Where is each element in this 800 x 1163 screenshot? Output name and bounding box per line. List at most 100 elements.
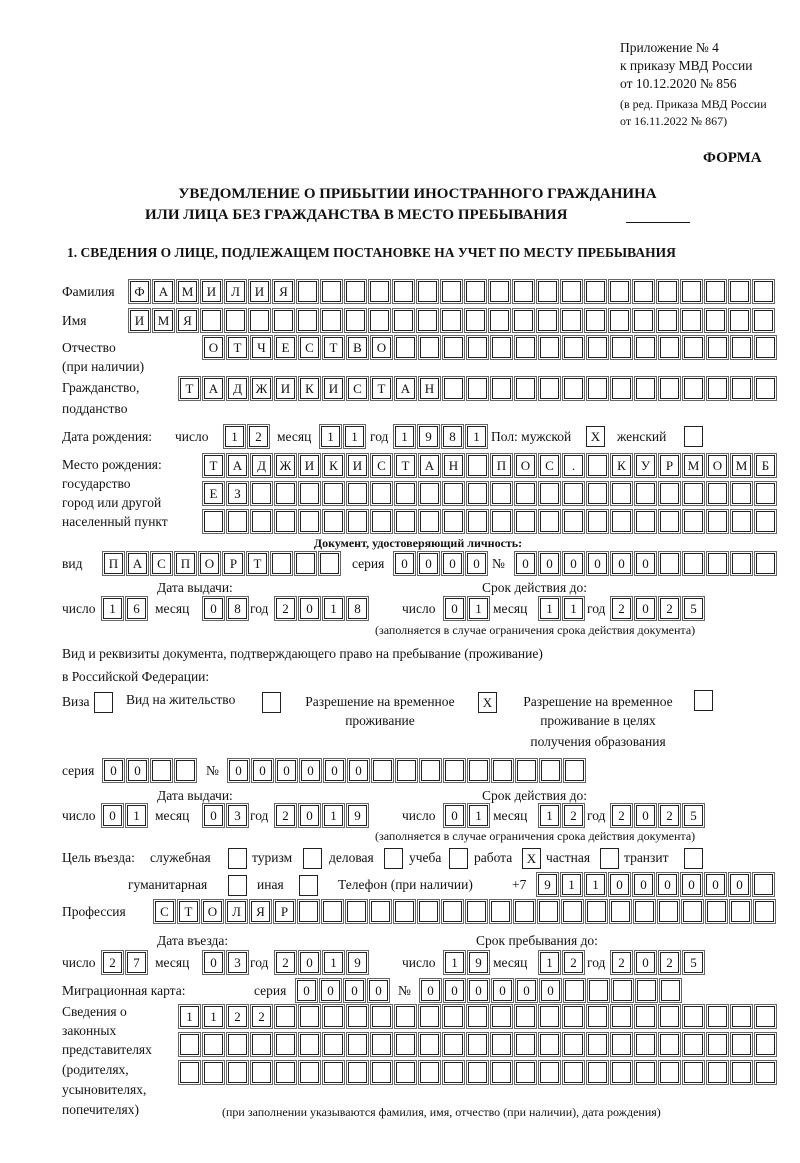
char-cell[interactable] [466,453,489,478]
char-cell[interactable]: 1 [562,596,585,621]
char-cell[interactable] [490,481,513,506]
char-cell[interactable] [562,376,585,401]
char-cell[interactable] [346,509,369,534]
char-cell[interactable]: 2 [226,1004,249,1029]
char-cell[interactable] [466,1060,489,1085]
char-cell[interactable]: 1 [467,803,490,828]
char-cell[interactable] [393,899,416,924]
char-cell[interactable] [320,279,343,304]
char-cell[interactable]: И [128,308,151,333]
char-cell[interactable] [298,1060,321,1085]
char-cell[interactable] [226,1060,249,1085]
char-cell[interactable] [392,308,415,333]
char-cell[interactable] [416,308,439,333]
char-cell[interactable] [586,1004,609,1029]
char-cell[interactable]: 0 [634,551,657,576]
char-cell[interactable]: 0 [538,551,561,576]
char-cell[interactable] [514,481,537,506]
char-cell[interactable] [490,1060,513,1085]
char-cell[interactable] [682,376,705,401]
char-cell[interactable] [514,1004,537,1029]
char-cell[interactable] [586,481,609,506]
char-cell[interactable] [150,758,173,783]
char-cell[interactable] [320,308,343,333]
char-cell[interactable] [274,481,297,506]
char-cell[interactable] [226,1032,249,1057]
char-cell[interactable]: Б [754,453,777,478]
char-cell[interactable]: 2 [250,1004,273,1029]
char-cell[interactable] [682,1004,705,1029]
char-cell[interactable] [634,335,657,360]
char-cell[interactable]: 2 [247,424,270,449]
char-cell[interactable] [608,279,631,304]
char-cell[interactable]: 0 [515,978,538,1003]
char-cell[interactable] [298,509,321,534]
char-cell[interactable] [754,551,777,576]
char-cell[interactable] [491,758,514,783]
char-cell[interactable] [464,308,487,333]
char-cell[interactable]: 0 [634,803,657,828]
char-cell[interactable]: В [346,335,369,360]
char-cell[interactable]: И [298,453,321,478]
char-cell[interactable] [490,1032,513,1057]
char-cell[interactable] [634,509,657,534]
char-cell[interactable]: И [346,453,369,478]
char-cell[interactable]: Р [273,899,296,924]
char-cell[interactable] [608,308,631,333]
char-cell[interactable] [754,1004,777,1029]
char-cell[interactable]: 0 [586,551,609,576]
char-cell[interactable]: . [562,453,585,478]
char-cell[interactable]: А [202,376,225,401]
char-cell[interactable] [296,279,319,304]
char-cell[interactable] [418,1004,441,1029]
char-cell[interactable] [560,308,583,333]
char-cell[interactable]: Д [250,453,273,478]
char-cell[interactable] [706,481,729,506]
char-cell[interactable]: 1 [538,950,561,975]
char-cell[interactable]: 0 [634,596,657,621]
char-cell[interactable] [512,308,535,333]
char-cell[interactable] [224,308,247,333]
char-cell[interactable]: М [682,453,705,478]
char-cell[interactable]: А [394,376,417,401]
char-cell[interactable]: 2 [658,950,681,975]
char-cell[interactable] [270,551,293,576]
char-cell[interactable] [730,1032,753,1057]
char-cell[interactable]: Т [177,899,200,924]
char-cell[interactable]: 0 [202,950,225,975]
char-cell[interactable] [250,1060,273,1085]
char-cell[interactable]: З [226,481,249,506]
char-cell[interactable] [634,481,657,506]
char-cell[interactable] [394,1060,417,1085]
char-cell[interactable] [562,1032,585,1057]
char-cell[interactable]: Л [224,279,247,304]
char-cell[interactable] [658,1060,681,1085]
char-cell[interactable] [610,509,633,534]
char-cell[interactable] [392,279,415,304]
char-cell[interactable]: П [490,453,513,478]
char-cell[interactable] [537,899,560,924]
purpose-5-checkbox[interactable] [600,848,619,869]
char-cell[interactable]: А [152,279,175,304]
char-cell[interactable] [706,376,729,401]
char-cell[interactable] [466,481,489,506]
char-cell[interactable] [562,481,585,506]
char-cell[interactable] [417,899,440,924]
char-cell[interactable]: 1 [465,424,488,449]
char-cell[interactable] [442,376,465,401]
char-cell[interactable]: 0 [101,803,124,828]
char-cell[interactable]: Т [394,453,417,478]
char-cell[interactable]: Т [178,376,201,401]
